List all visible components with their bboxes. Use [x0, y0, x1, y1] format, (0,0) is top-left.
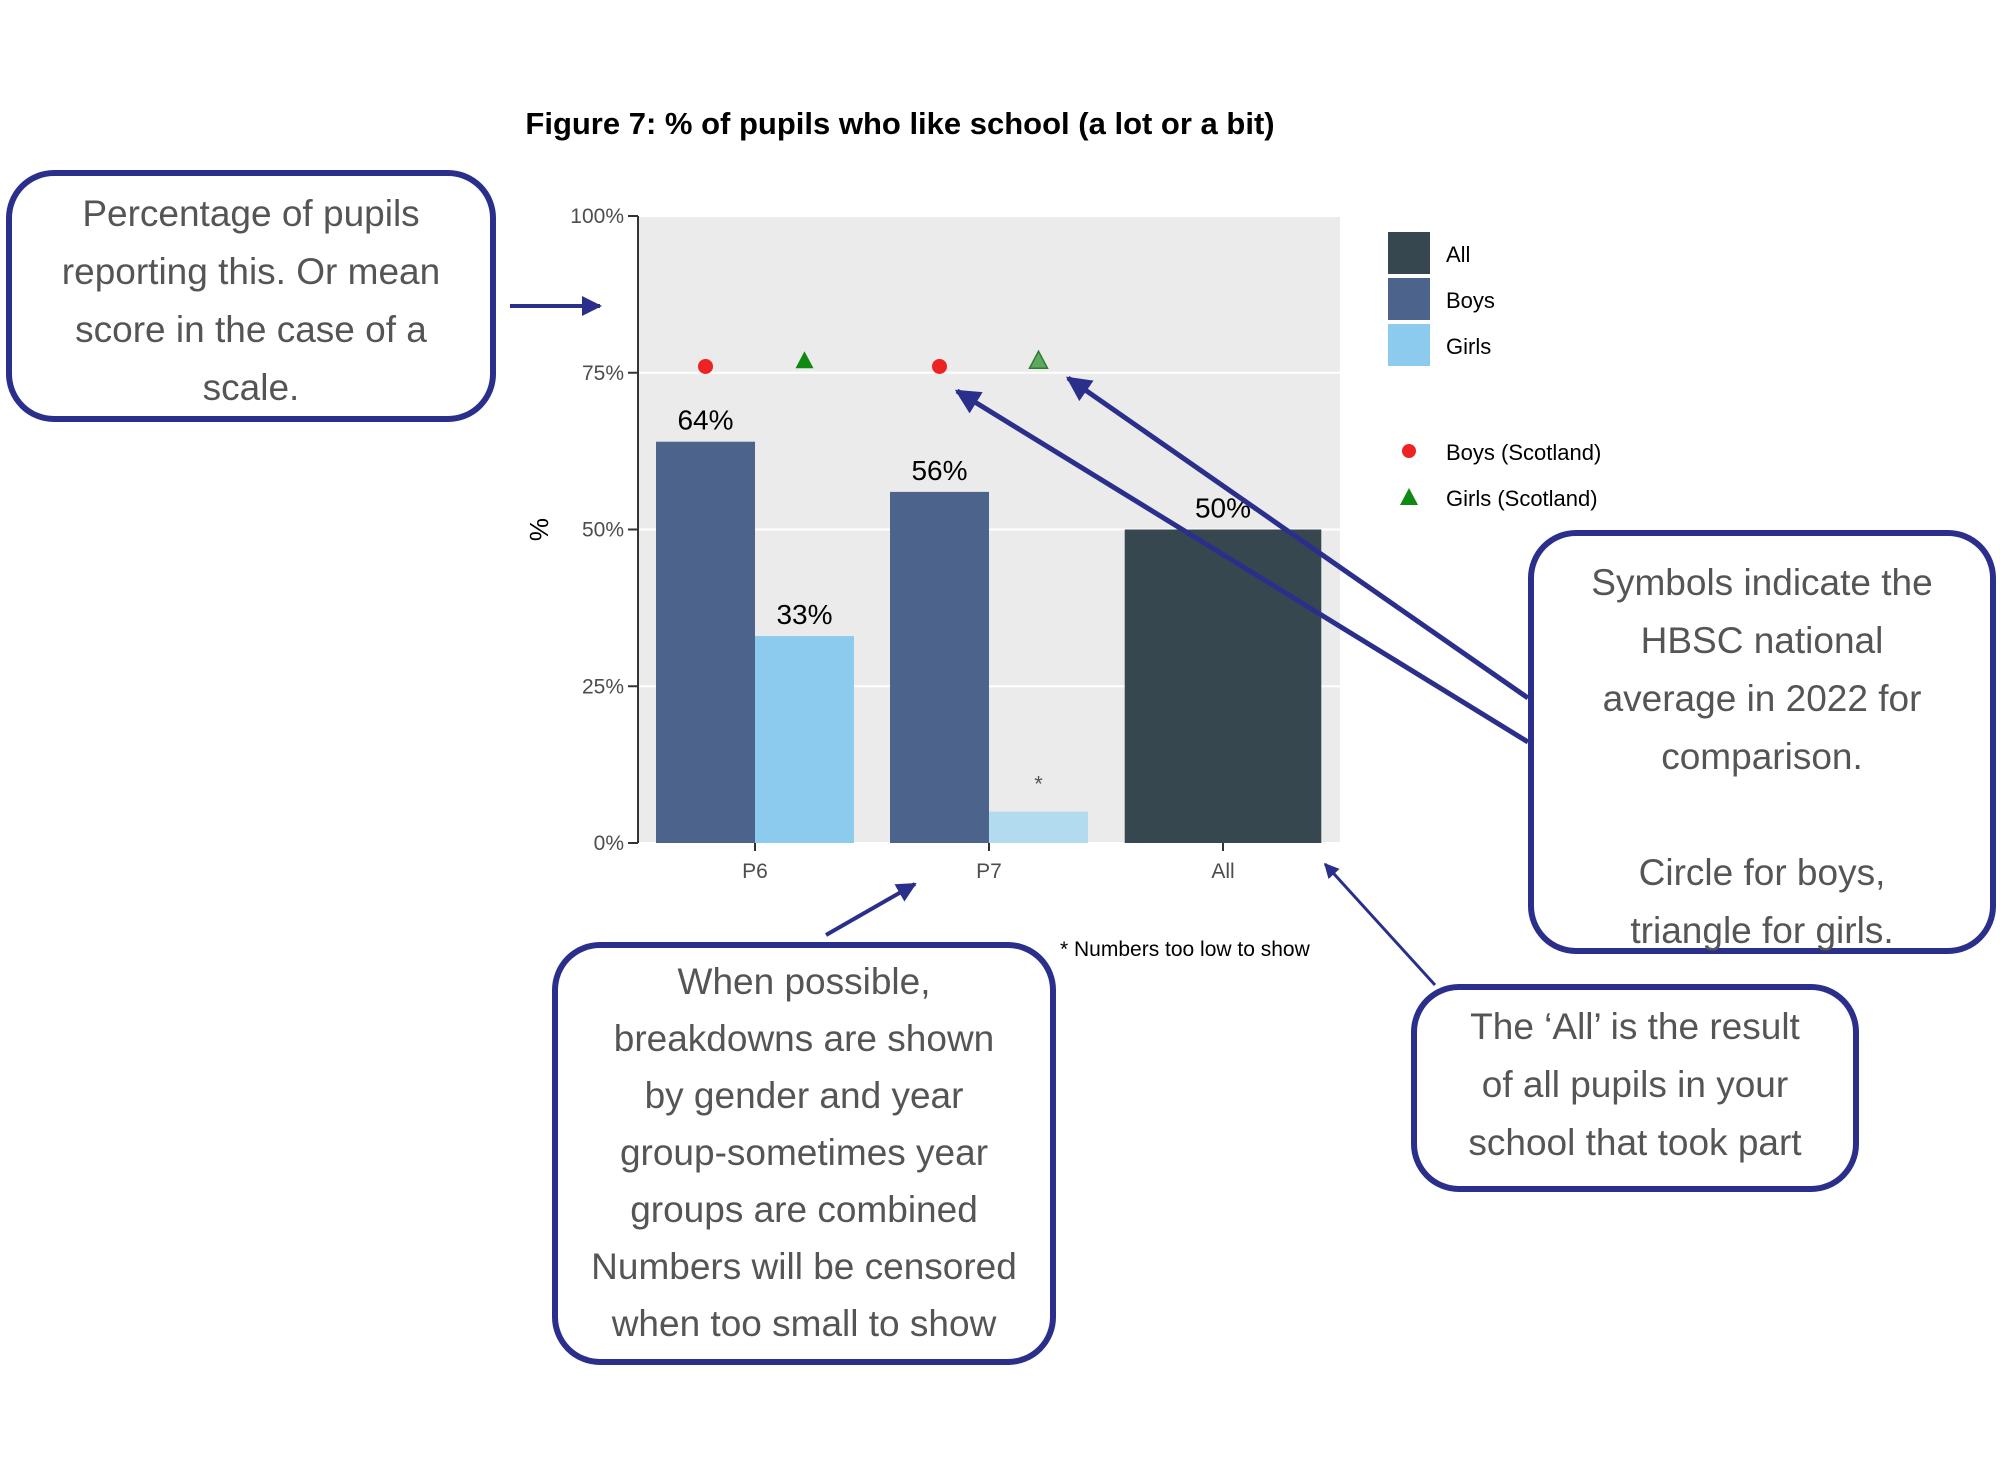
arrow-all: [1323, 862, 1437, 987]
legend-label-boys: Boys: [1446, 288, 1495, 313]
reference-points: [698, 349, 1049, 374]
data-label-boys-p7: 56%: [911, 455, 967, 486]
x-tick-label-p6: P6: [742, 860, 768, 883]
x-tick-label-p7: P7: [976, 860, 1002, 883]
y-tick-label-1: 25%: [582, 675, 624, 698]
callout-y-axis: Percentage of pupils reporting this. Or …: [6, 170, 496, 422]
bar-boys-p7: [890, 491, 989, 843]
callout-symbols: Symbols indicate the HBSC national avera…: [1528, 530, 1996, 954]
callout-all: The ‘All’ is the result of all pupils in…: [1411, 984, 1859, 1192]
legend-label-boys-scotland: Boys (Scotland): [1446, 440, 1602, 465]
arrow-girls-symbol: [1065, 375, 1530, 701]
legend-label-all: All: [1446, 242, 1471, 267]
legend-swatch-girls: [1388, 324, 1430, 366]
callout-breakdowns: When possible, breakdowns are shown by g…: [552, 942, 1056, 1365]
legend-swatch-boys-scotland: [1402, 444, 1416, 458]
legend: [1388, 232, 1430, 505]
data-label-boys-p6: 64%: [677, 405, 733, 436]
x-tick-label-all: All: [1211, 860, 1234, 883]
bar-all-all: [1124, 529, 1322, 843]
bar-boys-p6: [656, 441, 755, 843]
bars: [656, 441, 1322, 843]
y-tick-label-4: 100%: [570, 205, 624, 228]
axes: 0% 25% 50% 75% 100%% P6 P7 All: [524, 205, 1235, 883]
y-tick-label-3: 75%: [582, 362, 624, 385]
callout-arrows: [510, 296, 1530, 987]
arrow-breakdowns: [825, 882, 917, 937]
legend-swatch-boys: [1388, 278, 1430, 320]
marker-boys-scotland-p6: [698, 358, 713, 374]
legend-label-girls: Girls: [1446, 334, 1492, 359]
y-axis-title: %: [524, 518, 554, 541]
y-tick-label-0: 0%: [594, 832, 624, 855]
bar-girls-p7: [989, 811, 1088, 843]
data-label-girls-p6: 33%: [776, 599, 832, 630]
legend-swatch-girls-scotland: [1400, 488, 1418, 505]
marker-girls-scotland-p6: [795, 351, 814, 369]
data-label-girls-p7: *: [1034, 772, 1043, 797]
marker-girls-scotland-p7: [1028, 349, 1049, 369]
footnote: * Numbers too low to show: [1060, 938, 1310, 961]
figure-title: Figure 7: % of pupils who like school (a…: [525, 106, 1275, 141]
marker-boys-scotland-p7: [932, 358, 947, 374]
arrow-boys-symbol: [954, 388, 1530, 745]
bar-labels: 64%33%56%*50%: [677, 405, 1251, 797]
bar-girls-p6: [755, 636, 854, 843]
legend-label-girls-scotland: Girls (Scotland): [1446, 486, 1598, 511]
legend-swatch-all: [1388, 232, 1430, 274]
y-tick-label-2: 50%: [582, 519, 624, 542]
